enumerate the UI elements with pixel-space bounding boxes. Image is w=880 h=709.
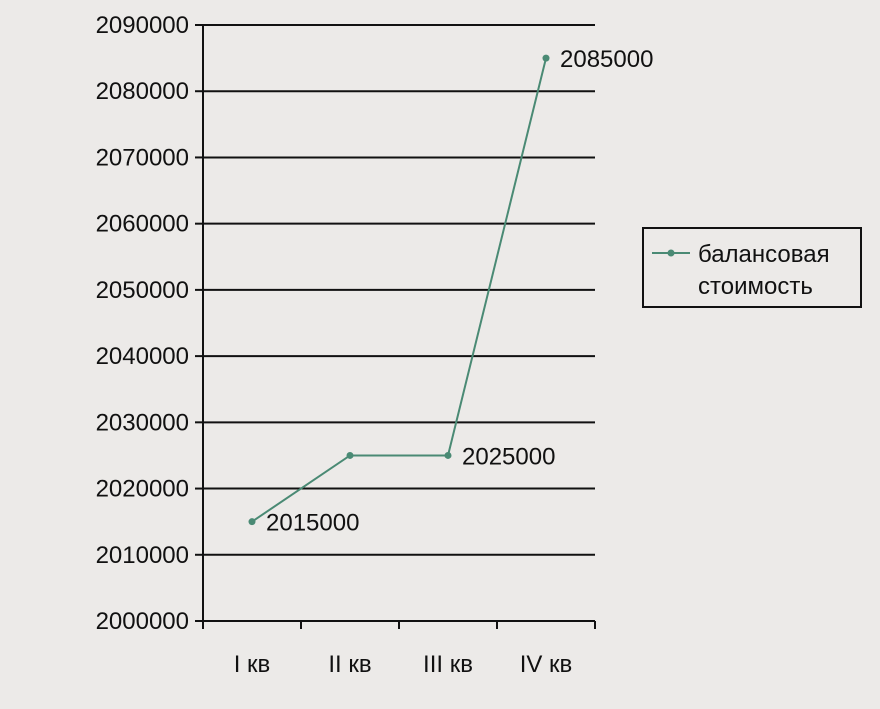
x-tick-labels: I кв II кв III кв IV кв [234,651,573,678]
data-labels: 2015000 2025000 2085000 [266,46,653,537]
data-point [542,54,550,62]
x-tick-label: II кв [328,651,371,678]
legend-entry-line-1: балансовая [698,241,830,268]
series [248,54,550,526]
y-tick-label: 2090000 [96,12,189,39]
y-tick-label: 2080000 [96,78,189,105]
y-tick-label: 2060000 [96,211,189,238]
y-tick-label: 2020000 [96,476,189,503]
y-tick-label: 2030000 [96,409,189,436]
data-point [248,518,256,526]
y-tick-label: 2070000 [96,144,189,171]
y-tick-labels: 2000000 2010000 2020000 2030000 2040000 20500… [96,12,189,635]
data-point [444,451,452,459]
y-tick-label: 2040000 [96,343,189,370]
x-tick-label: IV кв [520,651,573,678]
y-tick-label: 2010000 [96,542,189,569]
legend-box [642,227,862,308]
data-label: 2025000 [462,443,555,470]
legend-marker [667,249,675,257]
x-tick-label: III кв [423,651,473,678]
data-label: 2015000 [266,510,359,537]
legend-entry-line-2: стоимость [698,273,813,300]
data-point [346,451,354,459]
data-label: 2085000 [560,46,653,73]
y-tick-label: 2000000 [96,608,189,635]
x-tick-label: I кв [234,651,271,678]
grid-lines [203,24,595,556]
legend: балансовая стоимость [642,227,862,308]
axes [195,24,596,629]
y-tick-label: 2050000 [96,277,189,304]
series-line [251,57,547,523]
